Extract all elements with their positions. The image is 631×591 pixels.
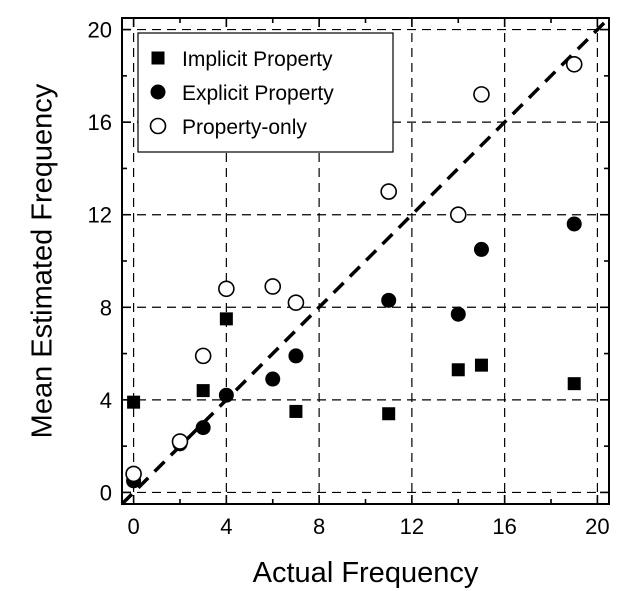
data-point <box>474 358 488 372</box>
y-tick-label: 16 <box>88 110 112 135</box>
axis-ticks: 0 4 8 12 16 20 0 4 8 12 16 20 <box>88 18 610 539</box>
data-point <box>473 86 490 103</box>
data-point <box>195 420 211 436</box>
data-point <box>451 363 465 377</box>
series-property-only <box>125 55 583 483</box>
data-point <box>125 465 142 483</box>
data-point <box>289 404 303 418</box>
x-tick-label: 8 <box>313 514 325 539</box>
legend-marker <box>150 84 166 100</box>
x-tick-label: 0 <box>127 514 139 539</box>
legend-marker <box>151 51 165 65</box>
legend-label: Implicit Property <box>182 48 333 71</box>
data-point <box>287 294 305 311</box>
y-axis-title: Mean Estimated Frequency <box>27 83 59 438</box>
data-point <box>566 216 582 232</box>
y-tick-label: 0 <box>100 480 112 505</box>
series-explicit-property <box>126 216 582 489</box>
legend-marker <box>149 117 167 135</box>
data-point <box>127 395 141 409</box>
data-point <box>196 384 210 398</box>
data-point <box>450 306 466 322</box>
y-tick-label: 4 <box>100 388 112 413</box>
data-point <box>219 312 233 326</box>
legend-label: Explicit Property <box>182 82 334 105</box>
y-tick-label: 8 <box>100 295 112 320</box>
data-point <box>565 55 583 73</box>
legend-label: Property-only <box>182 116 307 139</box>
legend: Implicit Property Explicit Property Proper… <box>137 32 394 153</box>
y-tick-label: 20 <box>88 18 112 43</box>
data-point <box>265 371 281 387</box>
data-point <box>171 433 189 450</box>
data-point <box>288 348 304 364</box>
y-tick-label: 12 <box>88 203 112 228</box>
x-axis-title: Actual Frequency <box>253 557 479 589</box>
data-point <box>194 347 212 365</box>
data-point <box>218 387 234 403</box>
legend-box <box>137 32 394 153</box>
data-point <box>380 183 397 200</box>
x-tick-label: 16 <box>492 514 516 539</box>
data-point <box>264 278 282 295</box>
data-point <box>381 292 397 308</box>
data-points <box>125 55 583 489</box>
x-tick-label: 4 <box>220 514 232 539</box>
x-tick-label: 20 <box>585 514 609 539</box>
data-point <box>382 407 396 421</box>
data-point <box>473 241 489 257</box>
x-tick-label: 12 <box>400 514 424 539</box>
data-point <box>218 280 235 298</box>
series-implicit-property <box>127 312 581 421</box>
data-point <box>449 206 467 224</box>
data-point <box>567 377 581 391</box>
